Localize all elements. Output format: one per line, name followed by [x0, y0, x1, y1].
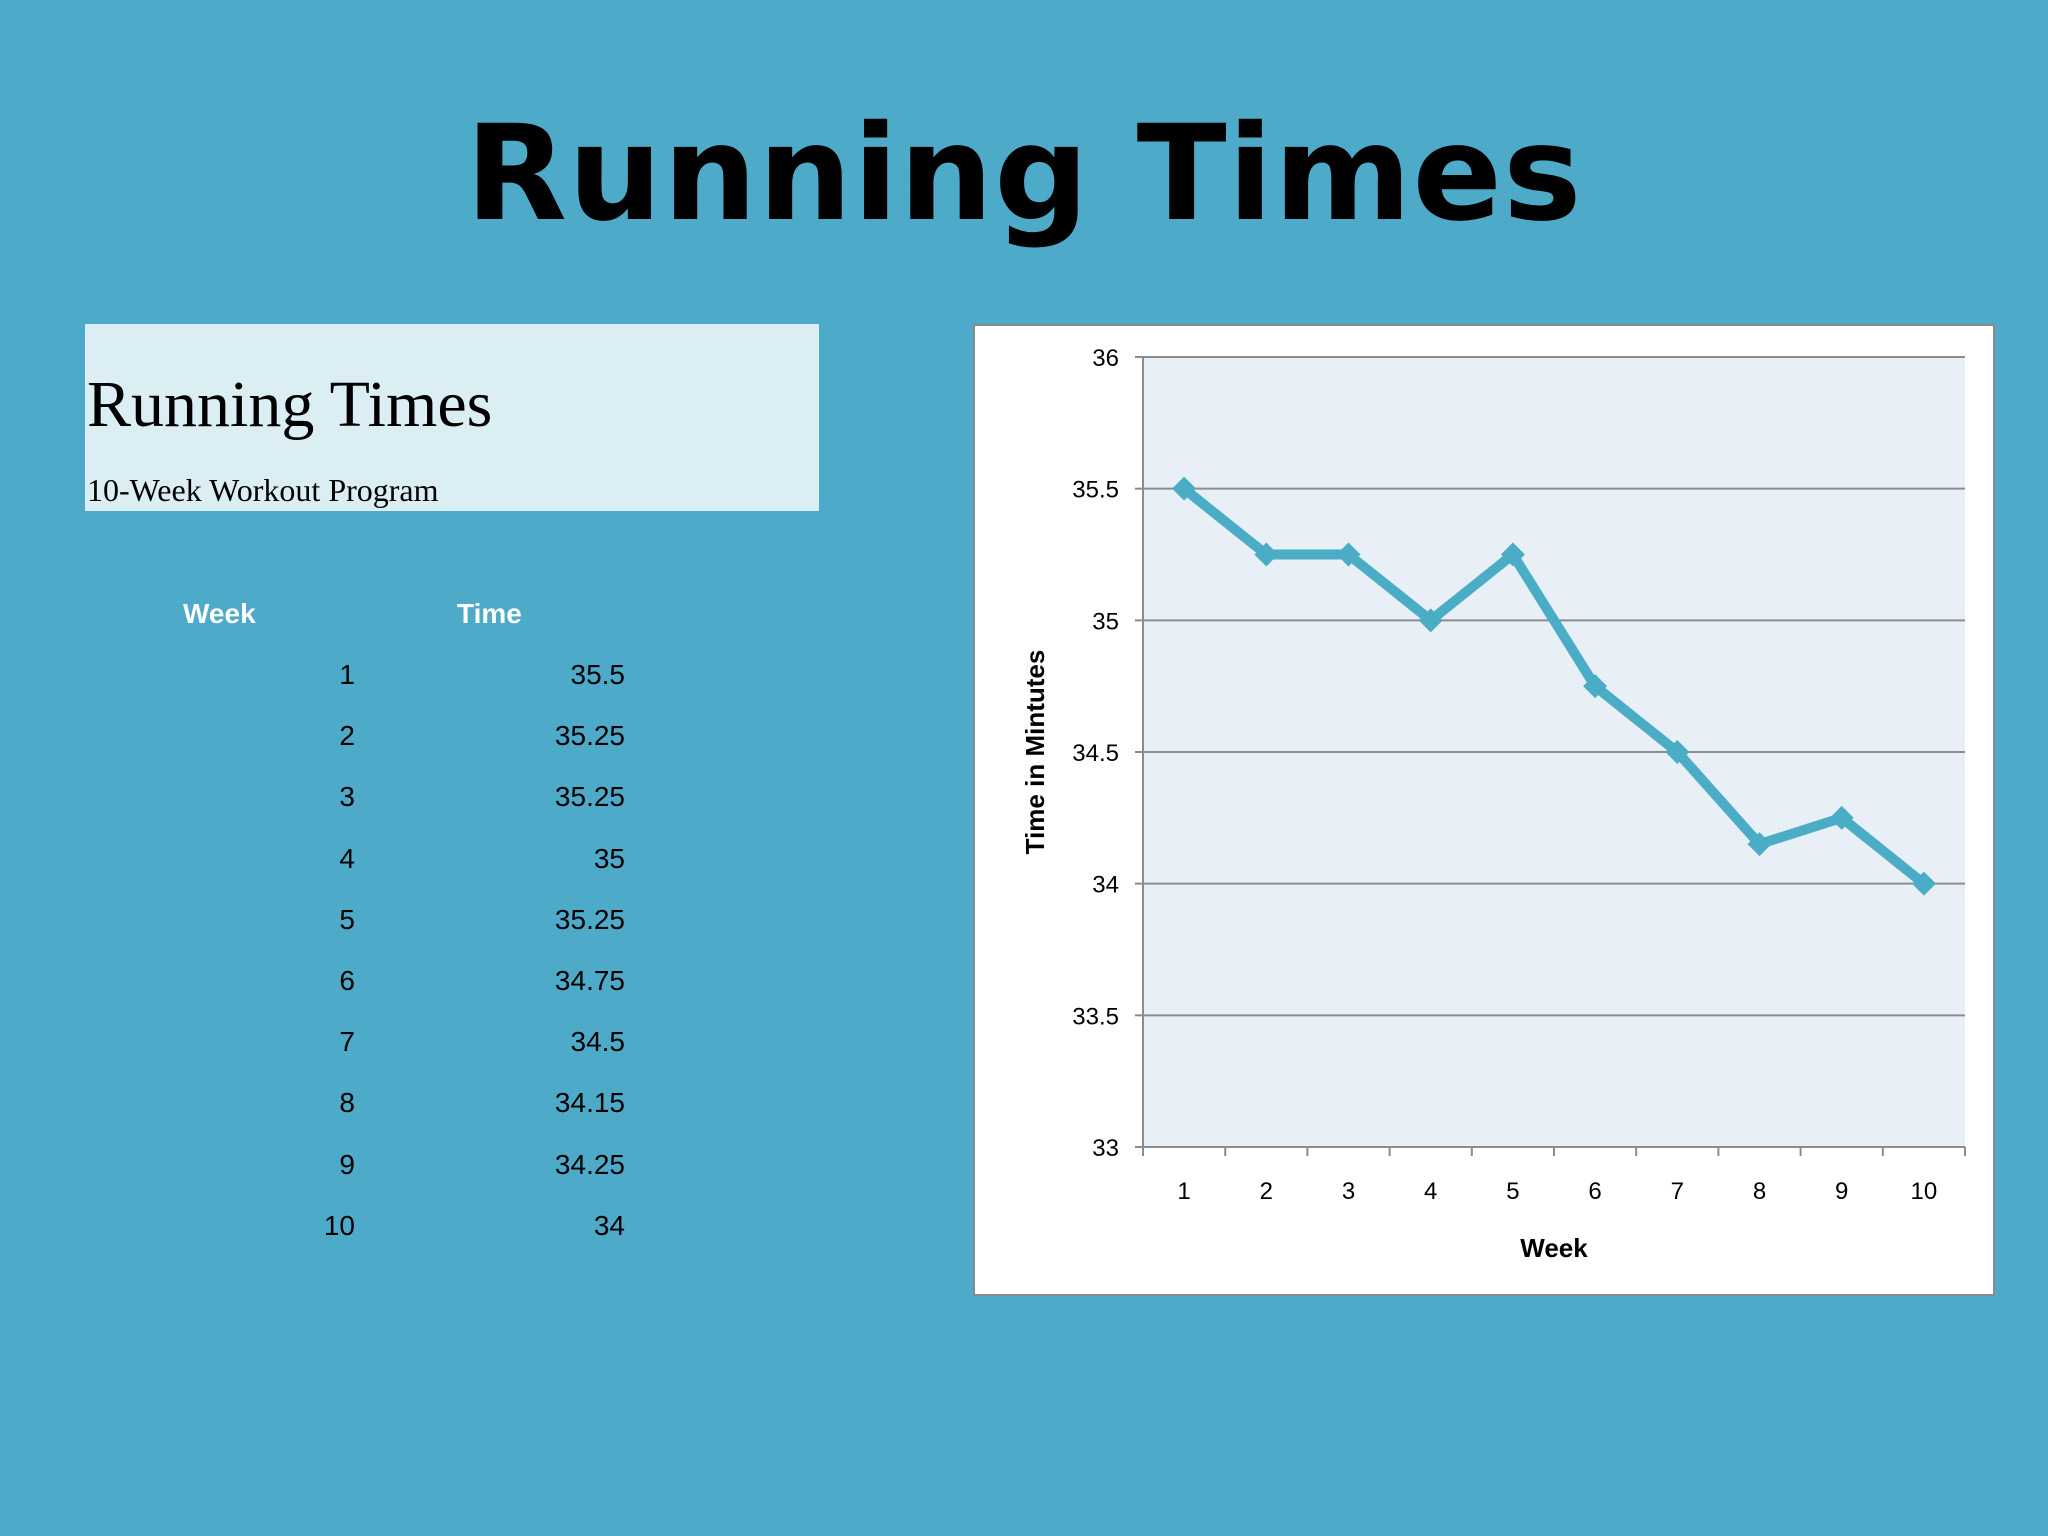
data-point-marker	[1418, 608, 1443, 633]
week-cell: 7	[339, 1026, 355, 1058]
week-cell: 6	[339, 965, 355, 996]
y-tick-label: 36	[1092, 345, 1119, 372]
x-tick-label: 4	[1424, 1178, 1437, 1205]
sheet-header: Running Times 10-Week Workout Program	[85, 324, 819, 511]
time-cell: 34.5	[570, 1026, 626, 1058]
data-point-marker	[1747, 832, 1772, 857]
week-cell: 9	[339, 1148, 355, 1180]
week-cell: 10	[323, 1209, 355, 1241]
time-cell: 35.25	[554, 781, 625, 813]
x-tick-label: 10	[1911, 1178, 1938, 1205]
data-point-marker	[1665, 740, 1690, 764]
data-point-marker	[1829, 805, 1854, 830]
week-cell: 3	[339, 781, 355, 813]
x-tick-label: 2	[1260, 1178, 1273, 1205]
column-header-week: Week	[183, 598, 256, 629]
data-point-marker	[1583, 674, 1608, 699]
time-cell: 35.25	[554, 720, 625, 752]
y-tick-label: 33.5	[1072, 1003, 1119, 1030]
data-point-marker	[1911, 871, 1936, 896]
series-layer	[1172, 476, 1936, 896]
sheet-subtitle: 10-Week Workout Program	[87, 472, 439, 508]
week-cell: 1	[339, 659, 355, 690]
y-tick-label: 34.5	[1072, 740, 1119, 767]
data-point-marker	[1336, 542, 1361, 567]
column-header-time: Time	[457, 598, 522, 629]
week-cell: 4	[339, 842, 355, 874]
time-cell: 35	[593, 842, 625, 874]
week-cell: 2	[339, 720, 355, 752]
x-axis-title: Week	[1520, 1233, 1588, 1263]
x-tick-label: 3	[1342, 1178, 1355, 1205]
x-tick-label: 5	[1506, 1178, 1519, 1205]
week-cell: 5	[339, 903, 355, 935]
time-cell: 35.5	[570, 659, 626, 690]
y-tick-label: 35	[1092, 608, 1119, 635]
time-cell: 34.75	[554, 965, 625, 996]
data-point-marker	[1172, 476, 1197, 501]
x-tick-label: 1	[1177, 1178, 1190, 1205]
y-tick-label: 34	[1092, 872, 1119, 899]
time-cell: 34	[593, 1209, 625, 1241]
time-cell: 34.25	[554, 1148, 625, 1180]
slide-title: Running Times	[465, 97, 1583, 251]
time-cell: 35.25	[554, 903, 625, 935]
week-cell: 8	[339, 1087, 355, 1119]
y-axis-title: Time in Mintutes	[1020, 650, 1050, 855]
y-tick-label: 35.5	[1072, 477, 1119, 504]
line-chart: 33 33.5 34 34.5 35 35.5 36 1 2 3 4 5 6 7 8 9 10 Week Tim…	[973, 324, 1995, 1296]
x-tick-label: 7	[1671, 1178, 1684, 1205]
data-point-marker	[1500, 542, 1525, 567]
sheet-title: Running Times	[87, 368, 493, 441]
time-cell: 34.15	[554, 1087, 625, 1119]
data-point-marker	[1254, 542, 1279, 567]
series-line	[1179, 483, 1929, 889]
x-tick-label: 9	[1835, 1178, 1848, 1205]
x-tick-label: 6	[1588, 1178, 1601, 1205]
x-tick-label: 8	[1753, 1178, 1766, 1205]
y-tick-label: 33	[1092, 1135, 1119, 1162]
